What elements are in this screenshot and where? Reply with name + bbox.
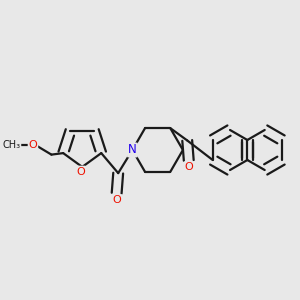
Text: O: O — [184, 162, 193, 172]
Text: O: O — [28, 140, 37, 150]
Text: O: O — [112, 195, 121, 205]
Text: CH₃: CH₃ — [2, 140, 20, 150]
Text: N: N — [128, 143, 137, 157]
Text: O: O — [76, 167, 85, 177]
